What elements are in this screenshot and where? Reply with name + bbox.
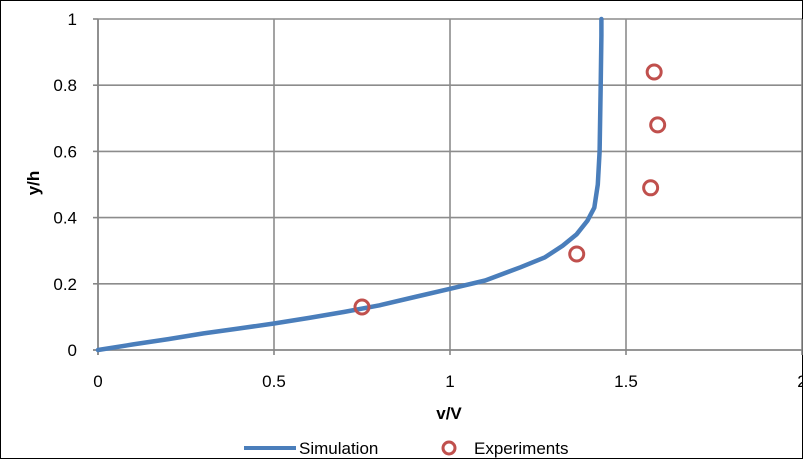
axes	[93, 18, 803, 355]
legend-experiments-marker	[441, 440, 457, 456]
y-tick-label: 0.4	[53, 209, 77, 228]
x-tick-label: 1	[445, 372, 454, 391]
grid-lines	[97, 18, 803, 351]
experiment-point	[568, 245, 586, 263]
x-tick-label: 0.5	[262, 372, 286, 391]
legend-experiments-label: Experiments	[474, 439, 568, 458]
y-tick-label: 0.6	[53, 142, 77, 161]
experiment-point	[642, 179, 660, 197]
x-tick-label: 1.5	[614, 372, 638, 391]
experiment-point	[353, 298, 371, 316]
tick-labels: 0 0.5 1 1.5 2 0 0.2 0.4 0.6 0.8 1	[53, 10, 803, 391]
experiment-point	[645, 63, 663, 81]
experiment-point	[649, 116, 667, 134]
y-tick-label: 1	[68, 10, 77, 29]
data-series	[95, 16, 667, 353]
x-axis-title: v/V	[436, 404, 462, 423]
legend: Simulation Experiments	[244, 439, 568, 458]
y-axis-title: y/h	[24, 171, 43, 196]
x-tick-label: 2	[797, 372, 803, 391]
legend-simulation-label: Simulation	[299, 439, 378, 458]
x-tick-label: 0	[93, 372, 102, 391]
simulation-line	[95, 16, 604, 353]
y-tick-label: 0	[68, 341, 77, 360]
y-tick-label: 0.8	[53, 76, 77, 95]
y-tick-label: 0.2	[53, 275, 77, 294]
